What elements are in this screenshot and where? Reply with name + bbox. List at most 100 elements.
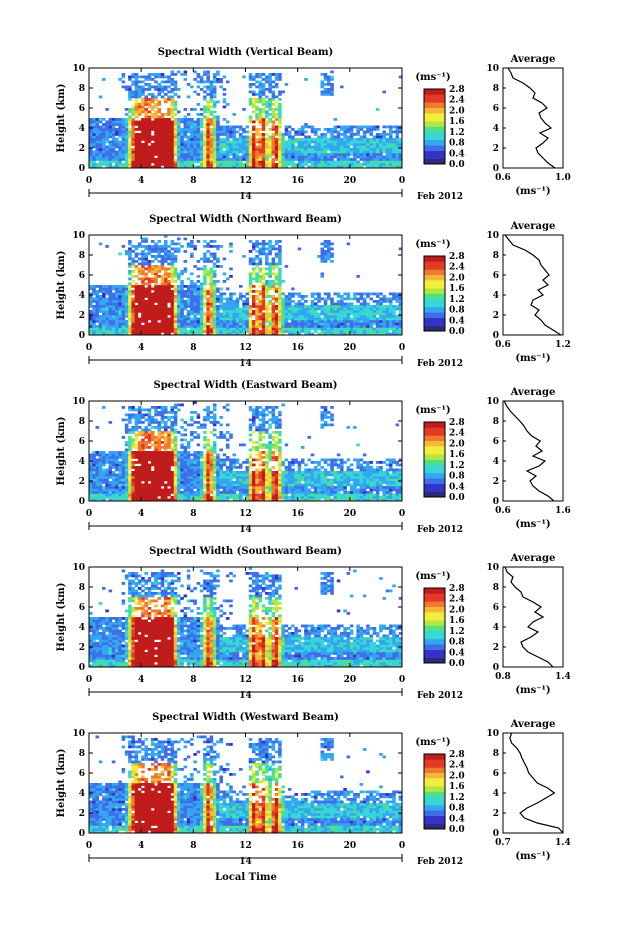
heatmap-cell xyxy=(333,163,338,166)
heatmap-cell xyxy=(206,292,210,296)
heatmap-cell xyxy=(157,287,162,291)
heatmap-cell xyxy=(124,252,129,256)
heatmap-cell xyxy=(248,90,253,94)
heatmap-cell xyxy=(141,302,145,306)
heatmap-cell xyxy=(287,145,292,149)
profile-y-tick-label: 10 xyxy=(486,64,499,74)
heatmap-cell xyxy=(340,295,344,298)
heatmap-cell xyxy=(203,108,207,111)
heatmap-cell xyxy=(121,130,126,134)
heatmap-cell xyxy=(235,302,240,306)
heatmap-cell xyxy=(163,330,168,333)
heatmap-cell xyxy=(167,327,171,331)
heatmap-cell xyxy=(141,103,145,106)
heatmap-cell xyxy=(157,413,162,417)
heatmap-cell xyxy=(167,478,171,482)
heatmap-cell xyxy=(265,138,269,141)
heatmap-cell xyxy=(356,322,360,326)
heatmap-cell xyxy=(278,307,282,311)
heatmap-cell xyxy=(196,160,201,164)
heatmap-cell xyxy=(115,458,119,462)
heatmap-cell xyxy=(209,295,214,298)
heatmap-cell xyxy=(108,305,113,308)
heatmap-cell xyxy=(258,290,263,293)
heatmap-cell xyxy=(102,155,106,159)
heatmap-cell xyxy=(300,140,305,144)
heatmap-cell xyxy=(216,128,220,131)
heatmap-cell xyxy=(131,473,135,477)
heatmap-cell xyxy=(147,476,152,479)
heatmap-cell xyxy=(385,322,390,326)
heatmap-cell xyxy=(255,85,259,89)
heatmap-cell xyxy=(349,312,354,316)
heatmap-cell xyxy=(209,83,214,86)
heatmap-cell xyxy=(225,133,230,136)
heatmap-cell xyxy=(186,277,191,281)
heatmap-cell xyxy=(235,330,240,333)
heatmap-cell xyxy=(304,130,308,134)
heatmap-cell xyxy=(102,287,106,291)
heatmap-cell xyxy=(398,158,403,161)
heatmap-cell xyxy=(219,148,223,151)
heatmap-cell xyxy=(147,297,152,301)
heatmap-cell xyxy=(150,155,155,159)
heatmap-cell xyxy=(102,493,106,497)
heatmap-cell xyxy=(167,160,171,164)
heatmap-cell xyxy=(281,163,285,166)
heatmap-cell xyxy=(369,325,373,328)
heatmap-cell xyxy=(268,332,272,336)
heatmap-cell xyxy=(252,242,256,246)
heatmap-cell xyxy=(137,468,142,472)
heatmap-cell xyxy=(330,327,334,331)
heatmap-cell xyxy=(137,317,142,321)
heatmap-cell xyxy=(186,285,191,288)
heatmap-cell xyxy=(323,155,328,159)
heatmap-cell xyxy=(173,320,178,323)
heatmap-cell xyxy=(137,292,142,296)
heatmap-cell xyxy=(385,153,390,156)
heatmap-cell xyxy=(265,285,269,288)
heatmap-cell xyxy=(163,320,168,323)
heatmap-cell xyxy=(160,418,165,422)
heatmap-cell xyxy=(349,130,354,134)
heatmap-cell xyxy=(147,245,152,248)
heatmap-cell xyxy=(147,488,152,492)
heatmap-cell xyxy=(382,163,386,166)
heatmap-cell xyxy=(134,491,139,494)
heatmap-cell xyxy=(323,153,328,156)
heatmap-cell xyxy=(359,302,364,306)
heatmap-cell xyxy=(356,275,360,278)
heatmap-cell xyxy=(245,320,250,323)
heatmap-cell xyxy=(111,160,116,164)
heatmap-cell xyxy=(372,145,377,149)
heatmap-cell xyxy=(320,80,325,84)
heatmap-cell xyxy=(150,406,155,409)
heatmap-cell xyxy=(219,125,223,129)
heatmap-cell xyxy=(89,302,93,306)
heatmap-cell xyxy=(232,163,237,166)
x-tick-label: 16 xyxy=(291,176,304,186)
x-tick-label: 20 xyxy=(344,176,357,186)
heatmap-cell xyxy=(229,130,233,134)
heatmap-cell xyxy=(248,78,253,81)
heatmap-cell xyxy=(154,498,158,502)
heatmap-cell xyxy=(167,158,171,161)
heatmap-cell xyxy=(274,130,279,134)
heatmap-cell xyxy=(147,458,152,462)
heatmap-cell xyxy=(274,265,279,268)
heatmap-cell xyxy=(177,140,181,144)
heatmap-cell xyxy=(203,70,207,74)
heatmap-cell xyxy=(144,486,148,489)
heatmap-cell xyxy=(160,287,165,291)
heatmap-cell xyxy=(248,135,253,139)
heatmap-cell xyxy=(271,153,276,156)
heatmap-cell xyxy=(330,70,334,74)
heatmap-cell xyxy=(356,143,360,146)
heatmap-cell xyxy=(388,322,393,326)
heatmap-cell xyxy=(177,295,181,298)
heatmap-cell xyxy=(121,461,126,464)
heatmap-cell xyxy=(173,267,178,271)
heatmap-cell xyxy=(232,130,237,134)
heatmap-cell xyxy=(173,103,178,106)
heatmap-cell xyxy=(177,150,181,154)
